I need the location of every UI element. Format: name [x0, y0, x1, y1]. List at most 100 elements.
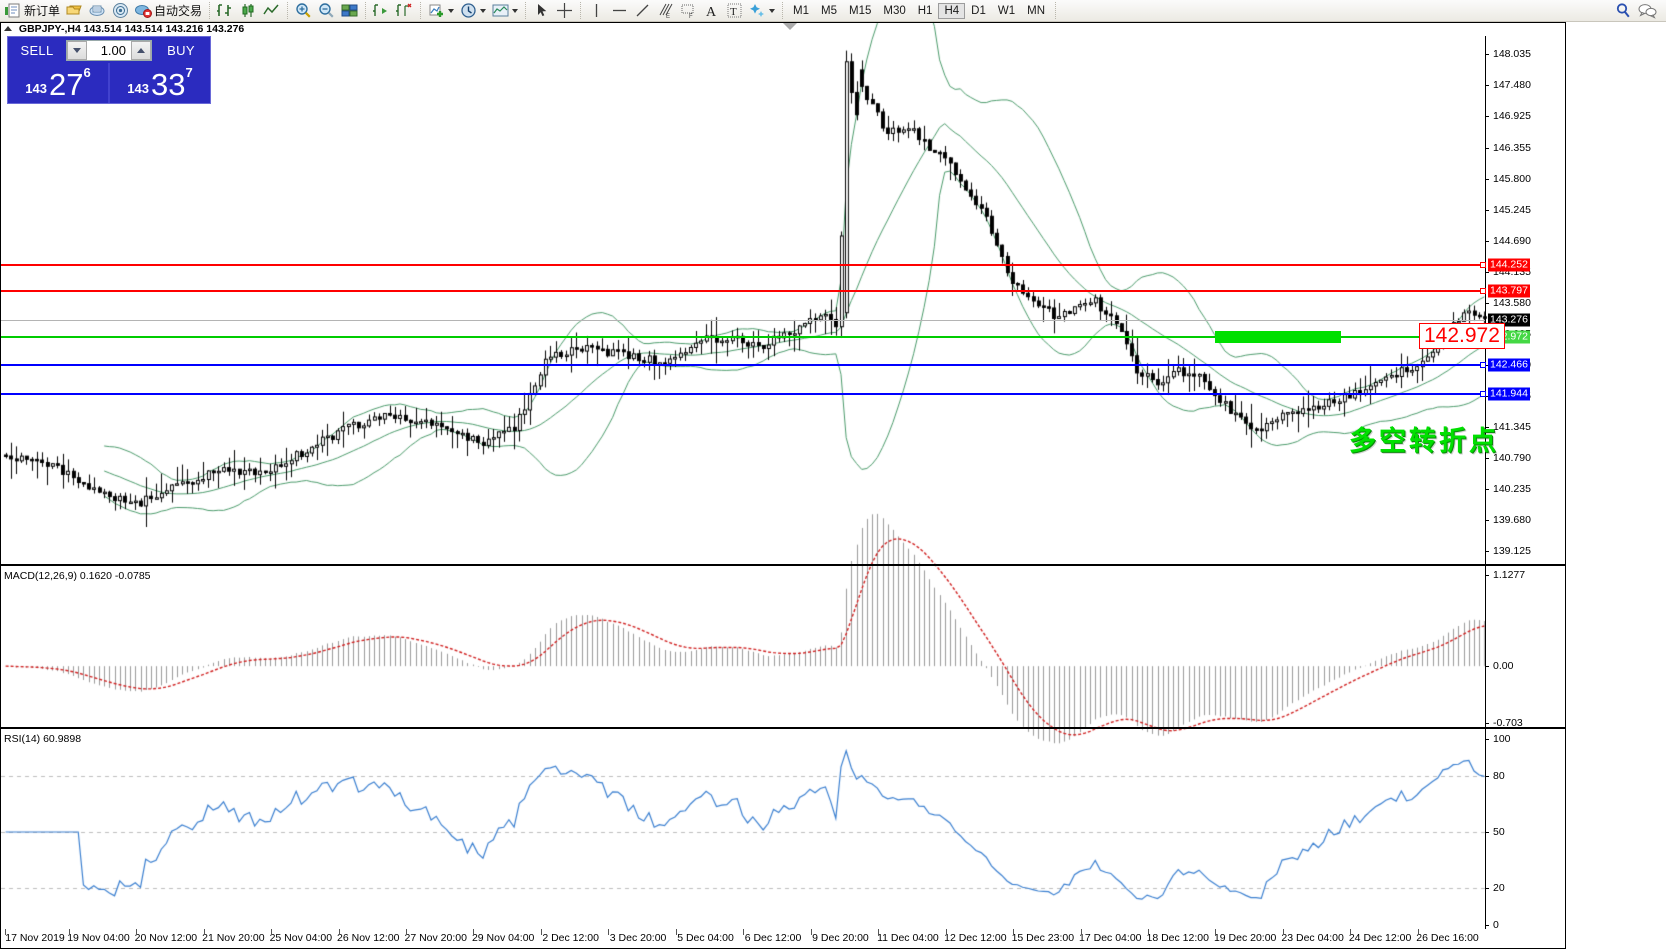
chart-text-annotation[interactable]: 多空转折点	[1349, 426, 1499, 456]
line-drag-handle[interactable]	[1480, 262, 1486, 269]
chevron-down-icon[interactable]	[769, 8, 776, 13]
bar-chart-button[interactable]	[214, 1, 237, 21]
search-button[interactable]	[1612, 1, 1635, 21]
chevron-down-icon[interactable]	[448, 8, 455, 13]
horizontal-line-button[interactable]	[608, 1, 631, 21]
time-axis-separator	[878, 929, 880, 935]
zoom-in-button[interactable]	[292, 1, 315, 21]
lot-decrement-button[interactable]	[67, 40, 87, 60]
signals-button[interactable]	[109, 1, 132, 21]
print-preview-button[interactable]	[86, 1, 109, 21]
time-axis-separator	[5, 929, 7, 935]
equidistant-button[interactable]: F	[677, 1, 700, 21]
candlestick-chart-button[interactable]	[237, 1, 260, 21]
timeframe-m1[interactable]: M1	[793, 4, 810, 17]
horizontal-level-line[interactable]	[1, 390, 1486, 397]
time-axis-label: 26 Nov 12:00	[337, 932, 400, 944]
timeframe-m5[interactable]: M5	[821, 4, 837, 17]
templates-button[interactable]	[489, 1, 521, 21]
new-order-button[interactable]: 新订单	[2, 1, 63, 21]
line-drag-handle[interactable]	[1480, 287, 1486, 294]
chat-button[interactable]	[1635, 1, 1658, 21]
signals-icon	[112, 2, 129, 19]
price-callout-label[interactable]: 142.972	[1419, 322, 1505, 349]
cursor-icon	[533, 2, 550, 19]
equidistant-icon: F	[680, 2, 697, 20]
timeframe-mn[interactable]: MN	[1027, 4, 1045, 17]
time-axis-label: 2 Dec 12:00	[542, 932, 599, 944]
svg-text:T: T	[730, 6, 737, 18]
price-level-badge[interactable]: 142.466	[1488, 358, 1530, 372]
price-level-badge[interactable]: 143.797	[1488, 284, 1530, 298]
shapes-button[interactable]	[746, 1, 778, 21]
price-level-badge[interactable]: 144.252	[1488, 258, 1530, 272]
chevron-down-icon[interactable]	[480, 8, 487, 13]
lot-size-input[interactable]: 1.00	[66, 39, 152, 61]
text-label-button[interactable]: T	[723, 1, 746, 21]
time-axis-separator	[540, 929, 542, 935]
time-axis-label: 15 Dec 23:00	[1011, 932, 1075, 944]
price-tick	[1485, 85, 1489, 87]
chart-window[interactable]: GBPJPY-,H4 143.514 143.514 143.216 143.2…	[0, 22, 1566, 949]
svg-text:A: A	[706, 5, 717, 19]
trendline-icon	[634, 2, 651, 19]
highlight-rectangle[interactable]	[1215, 330, 1341, 343]
time-axis-separator	[608, 929, 610, 935]
sell-button[interactable]: SELL	[20, 42, 54, 58]
horizontal-level-line[interactable]	[1, 262, 1486, 269]
timeframe-h1[interactable]: H1	[917, 4, 933, 17]
lot-size-value[interactable]: 1.00	[100, 42, 126, 58]
crosshair-button[interactable]	[553, 1, 576, 21]
chevron-down-icon[interactable]	[512, 8, 519, 13]
lot-increment-button[interactable]	[131, 40, 151, 60]
timeframe-m30[interactable]: M30	[883, 4, 906, 17]
time-axis-separator	[945, 929, 947, 935]
one-click-trading-panel[interactable]: SELL 1.00 BUY 143 27 6 143 33 7	[7, 36, 211, 104]
buy-price-fraction: 7	[185, 65, 193, 80]
period-button[interactable]	[457, 1, 489, 21]
line-drag-handle[interactable]	[1480, 390, 1486, 397]
toolbar-separator	[365, 2, 367, 19]
folder-button[interactable]	[63, 1, 86, 21]
autoscroll-button[interactable]	[393, 1, 416, 21]
line-drag-handle[interactable]	[1480, 361, 1486, 368]
tile-windows-button[interactable]	[338, 1, 361, 21]
line-chart-button[interactable]	[260, 1, 283, 21]
time-axis-separator	[1013, 929, 1015, 935]
horizontal-level-line[interactable]	[1, 361, 1486, 368]
timeframe-w1[interactable]: W1	[997, 4, 1016, 17]
text-button[interactable]: A	[700, 1, 723, 21]
time-scale-axis[interactable]: 17 Nov 2019 19 Nov 04:00 20 Nov 12:00 21 No…	[1, 929, 1565, 948]
vline-icon	[588, 2, 605, 19]
cursor-button[interactable]	[530, 1, 553, 21]
buy-price-cell[interactable]: 143 33 7	[108, 63, 210, 103]
rsi-tick	[1485, 739, 1489, 740]
trendline-button[interactable]	[631, 1, 654, 21]
macd-tick	[1485, 575, 1489, 576]
price-level-badge[interactable]: 141.944	[1488, 387, 1530, 401]
timeframe-h4[interactable]: H4	[938, 2, 966, 19]
shift-button[interactable]	[370, 1, 393, 21]
zoom-out-button[interactable]	[315, 1, 338, 21]
autotrading-button[interactable]: 自动交易	[132, 1, 205, 21]
time-axis-label: 27 Nov 20:00	[404, 932, 467, 944]
autotrading-label: 自动交易	[154, 4, 203, 18]
callout-connector-line	[1341, 335, 1419, 338]
time-axis-separator	[1148, 929, 1149, 935]
chart-canvas[interactable]	[1, 23, 1565, 948]
time-axis-label: 5 Dec 04:00	[677, 932, 734, 944]
sell-price-cell[interactable]: 143 27 6	[8, 63, 108, 103]
price-tick	[1485, 302, 1489, 304]
fibo-icon: E	[657, 2, 674, 20]
timeframe-m15[interactable]: M15	[849, 4, 872, 17]
vertical-line-button[interactable]	[585, 1, 608, 21]
time-axis-label: 18 Dec 12:00	[1146, 932, 1209, 944]
indicators-button[interactable]	[425, 1, 457, 21]
buy-button[interactable]: BUY	[167, 42, 195, 58]
time-axis-label: 29 Nov 04:00	[471, 932, 535, 944]
horizontal-level-line[interactable]	[1, 287, 1486, 294]
timeframe-d1[interactable]: D1	[971, 4, 986, 17]
fibo-button[interactable]: E	[654, 1, 677, 21]
time-axis-label: 21 Nov 20:00	[202, 932, 265, 944]
main-toolbar: 新订单 自动交易	[0, 0, 1666, 22]
